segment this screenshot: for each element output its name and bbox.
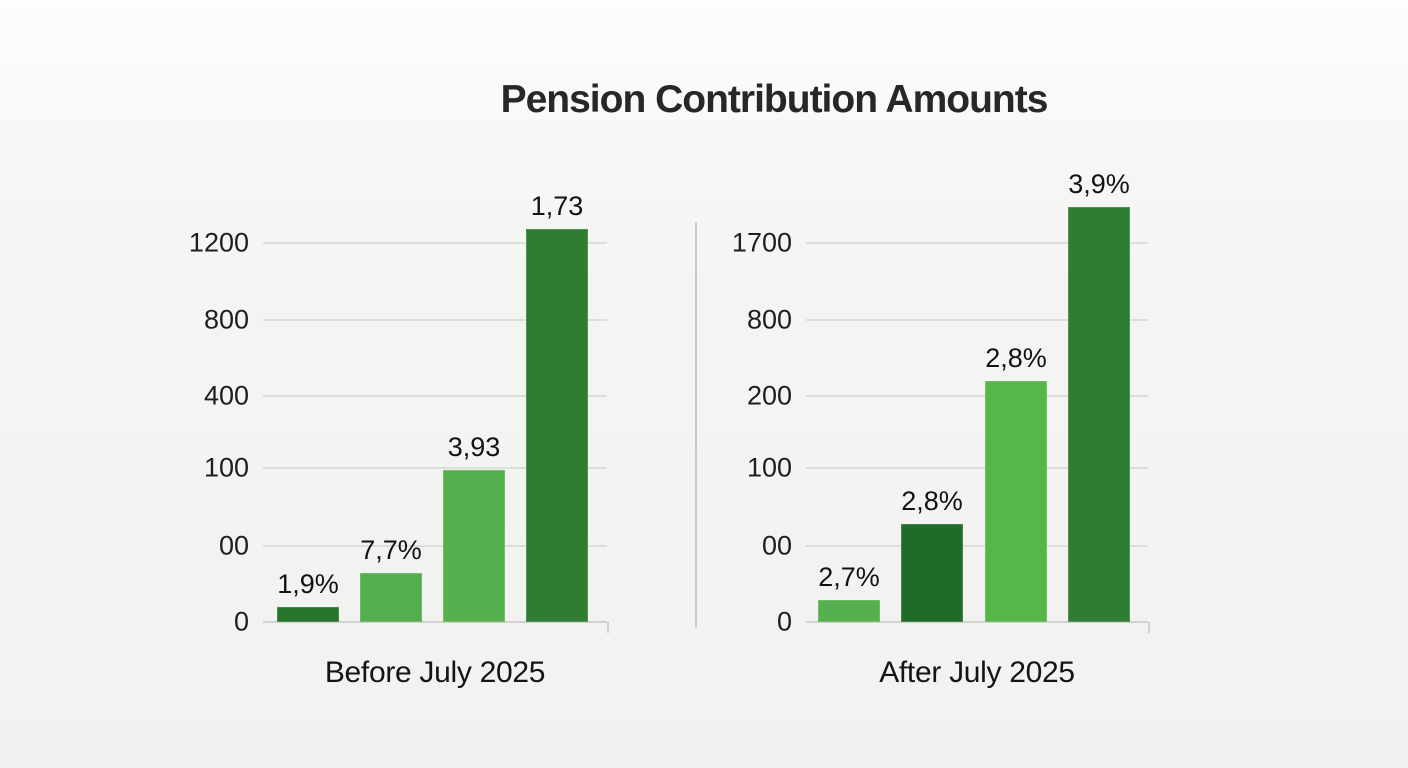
y-tick-label: 100 bbox=[203, 452, 249, 483]
y-tick-label: 1200 bbox=[188, 227, 249, 258]
bar-bar-2: 2,8% bbox=[901, 486, 963, 622]
bar-bar-1: 2,7% bbox=[818, 562, 880, 622]
y-tick-label: 100 bbox=[746, 452, 792, 483]
bar-bar-3: 3,93 bbox=[443, 432, 505, 622]
gridline bbox=[806, 242, 1148, 244]
y-tick-label: 00 bbox=[218, 530, 249, 561]
y-tick-label: 800 bbox=[746, 304, 792, 335]
gridline bbox=[263, 395, 607, 398]
y-tick-label: 800 bbox=[203, 304, 249, 335]
gridline bbox=[806, 395, 1148, 398]
bar-value-label: 2,8% bbox=[901, 486, 963, 516]
bar-value-label: 1,73 bbox=[530, 191, 584, 221]
y-tick-label: 1700 bbox=[731, 227, 792, 258]
y-tick-label: 0 bbox=[776, 606, 792, 637]
x-axis-end-tick bbox=[1148, 622, 1150, 633]
gridline bbox=[263, 467, 607, 470]
x-axis-baseline bbox=[263, 621, 607, 623]
gridline bbox=[806, 318, 1148, 321]
chart-title: Pension Contribution Amounts bbox=[500, 78, 1049, 121]
x-axis-label-before: Before July 2025 bbox=[324, 656, 546, 689]
y-tick-label: 400 bbox=[203, 380, 249, 411]
x-axis-label-after: After July 2025 bbox=[879, 656, 1075, 689]
x-axis-end-tick bbox=[607, 622, 609, 633]
y-tick-label: 00 bbox=[761, 530, 792, 561]
gridline bbox=[806, 467, 1148, 470]
bar-bar-3: 2,8% bbox=[985, 343, 1047, 622]
y-tick-label: 200 bbox=[746, 380, 792, 411]
bar-value-label: 1,9% bbox=[277, 569, 339, 599]
gridline bbox=[263, 318, 607, 321]
bar-value-label: 3,93 bbox=[447, 432, 501, 462]
chart-panel-after: 1700 800 200 100 00 0 2,7% 2,8% 2,8% 3,9% bbox=[732, 169, 1150, 635]
bar-bar-4: 3,9% bbox=[1068, 169, 1130, 622]
gridline bbox=[806, 545, 1148, 548]
y-tick-label: 0 bbox=[233, 606, 249, 637]
bar-bar-4: 1,73 bbox=[526, 191, 588, 622]
gridline bbox=[263, 242, 607, 244]
chart-panel-before: 1200 800 400 100 00 0 1,9% 7,7% 3,93 1,73 bbox=[189, 191, 609, 635]
bar-value-label: 2,7% bbox=[818, 562, 880, 592]
x-axis-baseline bbox=[806, 621, 1148, 623]
bar-bar-2: 7,7% bbox=[360, 535, 422, 622]
bar-value-label: 7,7% bbox=[360, 535, 422, 565]
bar-value-label: 2,8% bbox=[985, 343, 1047, 373]
bar-bar-1: 1,9% bbox=[277, 569, 339, 622]
gridline bbox=[263, 545, 607, 548]
panel-divider-line bbox=[695, 222, 697, 628]
bar-value-label: 3,9% bbox=[1068, 169, 1130, 199]
